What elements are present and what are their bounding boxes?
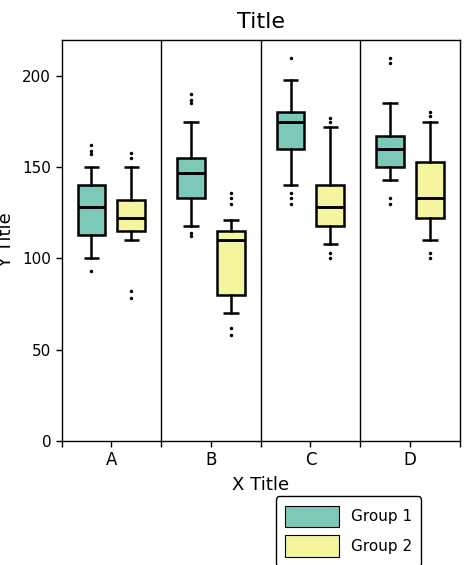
Bar bbox=[317, 185, 344, 225]
X-axis label: X Title: X Title bbox=[232, 476, 289, 494]
Y-axis label: Y Title: Y Title bbox=[0, 212, 15, 268]
Bar bbox=[217, 231, 245, 295]
Bar bbox=[78, 185, 105, 234]
Bar bbox=[376, 136, 404, 167]
Bar bbox=[177, 158, 205, 198]
Title: Title: Title bbox=[237, 12, 285, 32]
Legend: Group 1, Group 2: Group 1, Group 2 bbox=[276, 497, 421, 565]
Bar bbox=[277, 112, 304, 149]
Bar bbox=[118, 200, 145, 231]
Bar bbox=[416, 162, 444, 218]
